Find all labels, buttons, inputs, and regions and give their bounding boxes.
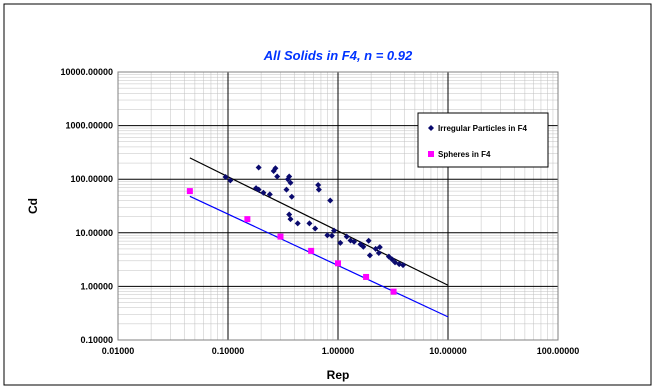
sphere-point bbox=[186, 188, 193, 195]
irregular-point bbox=[331, 227, 338, 234]
irregular-point bbox=[306, 220, 313, 227]
y-tick-label: 10.00000 bbox=[75, 228, 113, 238]
x-tick-label: 0.01000 bbox=[102, 346, 135, 356]
legend-box bbox=[417, 112, 549, 168]
sphere-point bbox=[335, 260, 341, 267]
irregular-point bbox=[351, 238, 358, 245]
irregular-point bbox=[327, 197, 334, 204]
irregular-point bbox=[315, 181, 322, 188]
sphere-point bbox=[308, 247, 315, 254]
irregular-point bbox=[288, 193, 295, 200]
irregular-point bbox=[324, 232, 331, 239]
legend-label-spheres: Spheres in F4 bbox=[438, 150, 491, 159]
irregular-point bbox=[287, 179, 294, 186]
irregular-point bbox=[283, 186, 290, 193]
irregular-point bbox=[272, 165, 279, 172]
x-tick-label: 0.10000 bbox=[212, 346, 245, 356]
plot-area bbox=[117, 71, 559, 341]
irregular-point bbox=[255, 186, 262, 193]
x-tick-label: 100.00000 bbox=[537, 346, 580, 356]
irregular-point bbox=[375, 249, 382, 256]
irregular-point bbox=[389, 256, 396, 263]
irregular-point bbox=[315, 186, 322, 193]
y-tick-label: 10000.00000 bbox=[60, 67, 113, 77]
sphere-point bbox=[363, 273, 370, 280]
y-axis-label: Cd bbox=[26, 198, 40, 214]
irregular-point bbox=[286, 173, 293, 180]
irregular-point bbox=[366, 252, 373, 259]
data-points bbox=[186, 164, 407, 295]
irregular-point bbox=[376, 244, 383, 251]
y-tick-label: 100.00000 bbox=[70, 174, 113, 184]
irregular-point bbox=[294, 220, 301, 227]
y-tick-label: 1000.00000 bbox=[65, 121, 113, 131]
trendline bbox=[189, 195, 449, 318]
x-tick-label: 10.00000 bbox=[429, 346, 467, 356]
legend-marker-irregular bbox=[428, 125, 434, 131]
y-tick-label: 1.00000 bbox=[80, 281, 113, 291]
irregular-point bbox=[343, 233, 350, 240]
irregular-point bbox=[337, 239, 344, 246]
y-tick-labels: 0.10000 1.00000 10.00000 100.00000 1000.0000… bbox=[60, 67, 113, 345]
legend-marker-spheres bbox=[428, 151, 434, 157]
irregular-point bbox=[260, 189, 267, 196]
irregular-point bbox=[400, 262, 407, 269]
y-tick-label: 0.10000 bbox=[80, 335, 113, 345]
irregular-point bbox=[222, 173, 229, 180]
irregular-point bbox=[255, 164, 262, 171]
irregular-point bbox=[286, 211, 293, 218]
x-tick-labels: 0.01000 0.10000 1.00000 10.00000 100.00000 bbox=[102, 346, 580, 356]
chart-title: All Solids in F4, n = 0.92 bbox=[263, 48, 413, 63]
irregular-point bbox=[274, 173, 281, 180]
sphere-point bbox=[390, 288, 397, 295]
x-axis-label: Rep bbox=[327, 368, 350, 382]
sphere-point bbox=[244, 216, 251, 223]
irregular-point bbox=[328, 232, 335, 239]
legend-label-irregular: Irregular Particles in F4 bbox=[438, 124, 527, 133]
irregular-point bbox=[360, 243, 367, 250]
legend: Irregular Particles in F4 Spheres in F4 bbox=[417, 112, 549, 168]
irregular-point bbox=[227, 177, 234, 184]
irregular-point bbox=[312, 225, 319, 232]
x-tick-label: 1.00000 bbox=[322, 346, 355, 356]
irregular-point bbox=[365, 237, 372, 244]
sphere-point bbox=[277, 233, 284, 240]
irregular-point bbox=[287, 216, 294, 223]
irregular-point bbox=[266, 191, 273, 198]
